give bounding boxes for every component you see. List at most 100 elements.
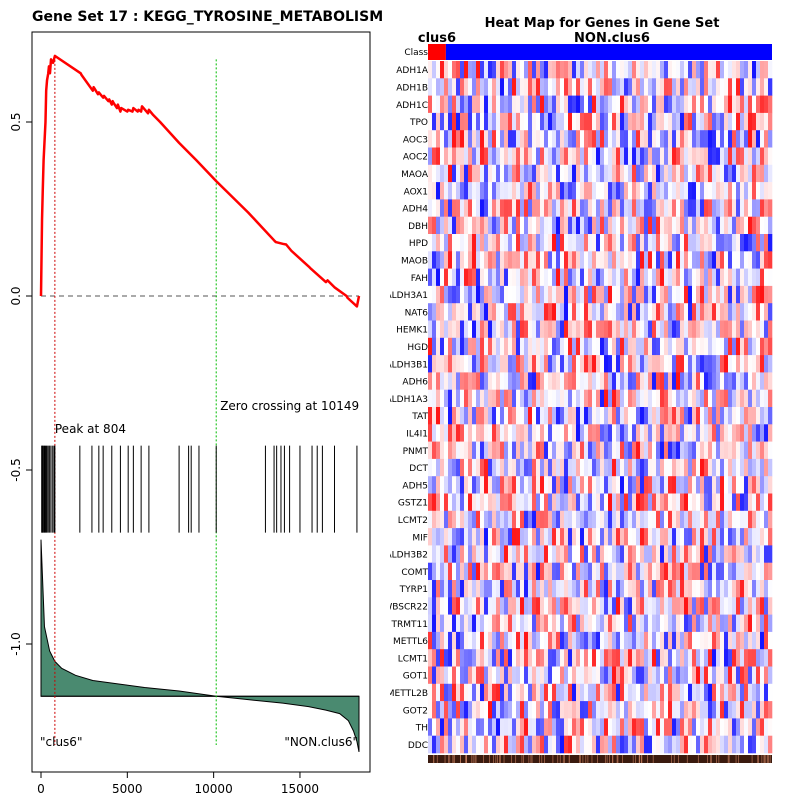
heatmap-cell: [512, 735, 517, 754]
heatmap-cell: [432, 545, 437, 563]
heatmap-cell: [660, 597, 665, 615]
heatmap-cell: [648, 666, 653, 685]
heatmap-cell: [428, 112, 433, 131]
heatmap-cell: [732, 476, 737, 494]
heatmap-cell: [592, 199, 597, 217]
heatmap-cell: [552, 112, 557, 131]
heatmap-cell: [548, 251, 553, 269]
heatmap-cell: [608, 476, 613, 494]
heatmap-cell: [688, 701, 693, 719]
heatmap-cell: [716, 666, 721, 685]
heatmap-cell: [596, 303, 601, 321]
heatmap-cell: [656, 545, 661, 563]
heatmap-cell: [632, 441, 637, 460]
heatmap-cell: [612, 701, 617, 719]
heatmap-cell: [532, 182, 537, 200]
heatmap-cell: [564, 476, 569, 494]
heatmap-cell: [532, 441, 537, 460]
heatmap-cell: [704, 199, 709, 217]
heatmap-cell: [660, 407, 665, 425]
heatmap-cell: [628, 718, 633, 736]
heatmap-cell: [440, 389, 445, 408]
heatmap-cell: [612, 493, 617, 512]
heatmap-cell: [492, 441, 497, 460]
heatmap-cell: [428, 95, 433, 114]
heatmap-cell: [676, 701, 681, 719]
heatmap-cell: [448, 216, 453, 235]
heatmap-cell: [528, 718, 533, 736]
heatmap-cell: [768, 337, 773, 356]
heatmap-cell: [648, 164, 653, 183]
heatmap-cell: [672, 61, 677, 79]
heatmap-cell: [544, 234, 549, 252]
heatmap-cell: [660, 130, 665, 148]
heatmap-cell: [588, 458, 593, 477]
heatmap-cell: [476, 182, 481, 200]
heatmap-cell: [448, 476, 453, 494]
heatmap-cell: [492, 303, 497, 321]
heatmap-cell: [512, 234, 517, 252]
heatmap-cell: [676, 303, 681, 321]
heatmap-cell: [592, 597, 597, 615]
heatmap-cell: [576, 718, 581, 736]
heatmap-cell: [484, 458, 489, 477]
heatmap-cell: [428, 562, 433, 581]
heatmap-cell: [724, 147, 729, 166]
heatmap-cell: [584, 251, 589, 269]
heatmap-cell: [728, 95, 733, 114]
heatmap-cell: [508, 510, 513, 529]
heatmap-cell: [564, 182, 569, 200]
heatmap-cell: [444, 597, 449, 615]
heatmap-cell: [544, 251, 549, 269]
heatmap-cell: [448, 389, 453, 408]
heatmap-cell: [668, 510, 673, 529]
heatmap-cell: [456, 528, 461, 546]
heatmap-cell: [676, 130, 681, 148]
heatmap-cell: [648, 112, 653, 131]
heatmap-cell: [508, 95, 513, 114]
heatmap-cell: [744, 95, 749, 114]
heatmap-cell: [428, 372, 433, 390]
heatmap-cell: [560, 199, 565, 217]
heatmap-cell: [644, 407, 649, 425]
heatmap-cell: [708, 355, 713, 373]
heatmap-cell: [532, 389, 537, 408]
heatmap-cell: [572, 95, 577, 114]
heatmap-cell: [660, 389, 665, 408]
heatmap-cell: [604, 216, 609, 235]
heatmap-cell: [568, 147, 573, 166]
heatmap-cell: [640, 320, 645, 339]
heatmap-cell: [708, 614, 713, 633]
gene-label: ADH5: [402, 481, 428, 491]
heatmap-row: [428, 545, 773, 563]
heatmap-cell: [612, 597, 617, 615]
heatmap-cell: [588, 285, 593, 304]
heatmap-cell: [612, 631, 617, 650]
heatmap-cell: [752, 614, 757, 633]
heatmap-cell: [724, 234, 729, 252]
heatmap-cell: [472, 61, 477, 79]
heatmap-cell: [636, 268, 641, 287]
heatmap-cell: [640, 199, 645, 217]
heatmap-cell: [556, 407, 561, 425]
heatmap-cell: [548, 199, 553, 217]
heatmap-cell: [720, 216, 725, 235]
heatmap-cell: [756, 130, 761, 148]
heatmap-cell: [504, 389, 509, 408]
heatmap-cell: [568, 389, 573, 408]
heatmap-cell: [656, 320, 661, 339]
heatmap-cell: [684, 718, 689, 736]
heatmap-cell: [456, 631, 461, 650]
heatmap-cell: [692, 130, 697, 148]
heatmap-cell: [432, 701, 437, 719]
heatmap-cell: [548, 285, 553, 304]
heatmap-cell: [440, 320, 445, 339]
heatmap-cell: [544, 303, 549, 321]
heatmap-cell: [492, 701, 497, 719]
heatmap-cell: [484, 735, 489, 754]
heatmap-cell: [564, 562, 569, 581]
heatmap-cell: [612, 234, 617, 252]
heatmap-cell: [716, 216, 721, 235]
heatmap-cell: [716, 718, 721, 736]
heatmap-cell: [708, 130, 713, 148]
